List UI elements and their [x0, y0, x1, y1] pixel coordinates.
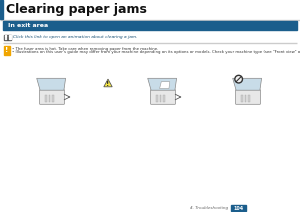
- Circle shape: [235, 75, 242, 83]
- Bar: [49, 95, 50, 102]
- Bar: [160, 95, 161, 102]
- Bar: [231, 205, 246, 211]
- Text: !: !: [5, 47, 9, 53]
- Polygon shape: [148, 78, 177, 90]
- Bar: [45, 95, 47, 102]
- FancyBboxPatch shape: [40, 90, 64, 104]
- Bar: [4, 35, 11, 40]
- Polygon shape: [37, 78, 66, 90]
- Text: • The fuser area is hot. Take care when removing paper from the machine.: • The fuser area is hot. Take care when …: [12, 47, 158, 51]
- Bar: [4, 38, 6, 39]
- Bar: [0, 204, 300, 212]
- Text: 104: 104: [233, 205, 244, 211]
- Bar: [4, 46, 10, 55]
- Bar: [241, 95, 243, 102]
- Text: !: !: [106, 81, 110, 87]
- Polygon shape: [104, 79, 112, 87]
- Bar: [3, 21, 297, 30]
- Bar: [9, 35, 11, 36]
- Bar: [163, 95, 165, 102]
- Bar: [244, 95, 246, 102]
- Bar: [4, 35, 6, 36]
- Text: 4. Troubleshooting: 4. Troubleshooting: [190, 206, 228, 210]
- Polygon shape: [160, 82, 170, 88]
- Bar: [0, 0, 3, 19]
- Bar: [156, 95, 158, 102]
- FancyBboxPatch shape: [151, 90, 175, 104]
- FancyBboxPatch shape: [236, 90, 260, 104]
- Text: In exit area: In exit area: [8, 23, 48, 28]
- Bar: [248, 95, 250, 102]
- Bar: [52, 95, 54, 102]
- Text: Clearing paper jams: Clearing paper jams: [6, 4, 147, 17]
- Text: • Illustrations on this user's guide may differ from your machine depending on i: • Illustrations on this user's guide may…: [12, 50, 300, 54]
- Bar: [9, 38, 11, 39]
- Text: Click this link to open an animation about clearing a jam.: Click this link to open an animation abo…: [13, 35, 137, 39]
- Polygon shape: [233, 78, 262, 90]
